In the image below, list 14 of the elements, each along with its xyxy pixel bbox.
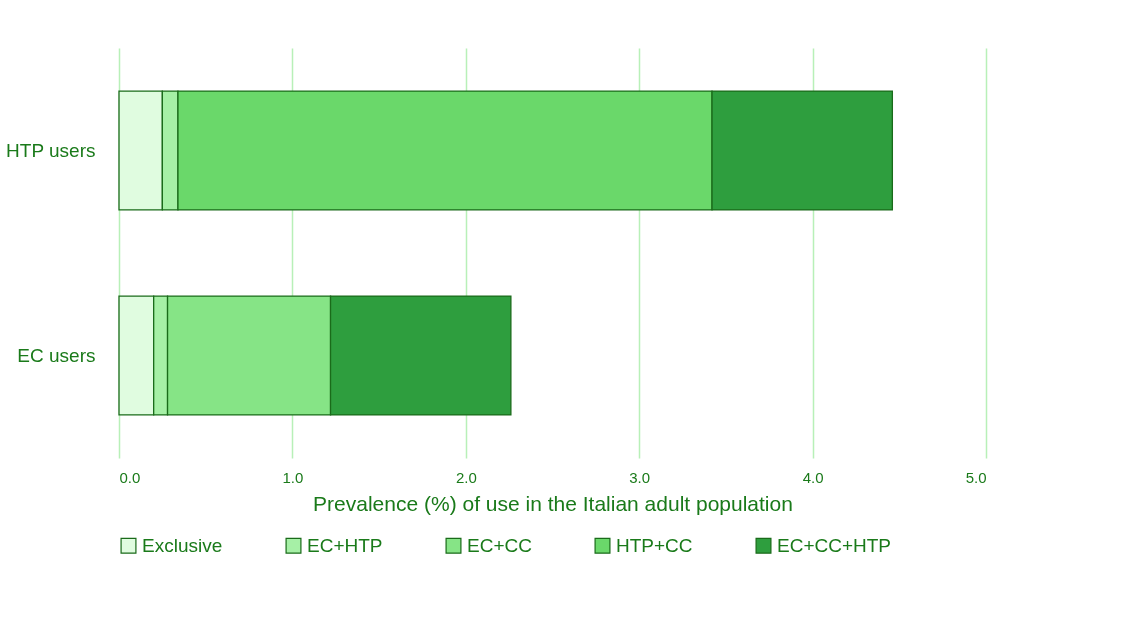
x-tick-label: 5.0 [965,468,987,486]
legend-label: Exclusive [142,534,223,556]
y-tick-label: HTP users [6,139,96,161]
legend-label: EC+HTP [307,534,383,556]
x-tick-label: 1.0 [282,468,304,486]
x-tick-label: 2.0 [455,468,477,486]
x-axis-title: Prevalence (%) of use in the Italian adult population [313,491,793,515]
x-tick-label: 0.0 [119,468,141,486]
x-tick-label: 3.0 [629,468,651,486]
x-tick-label: 4.0 [802,468,824,486]
y-tick-label: EC users [17,344,96,366]
legend-label: EC+CC [467,534,532,556]
legend-label: EC+CC+HTP [777,534,892,556]
legend-label: HTP+CC [616,534,693,556]
